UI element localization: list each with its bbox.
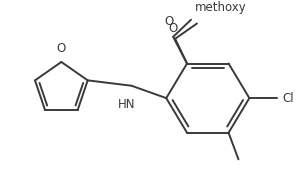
- Text: O: O: [57, 42, 66, 55]
- Text: HN: HN: [118, 98, 135, 111]
- Text: Cl: Cl: [282, 92, 294, 105]
- Text: O: O: [165, 15, 174, 28]
- Text: O: O: [168, 22, 178, 35]
- Text: methoxy: methoxy: [195, 1, 247, 14]
